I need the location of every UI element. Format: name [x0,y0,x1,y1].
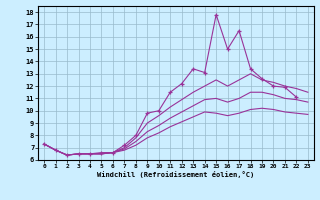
X-axis label: Windchill (Refroidissement éolien,°C): Windchill (Refroidissement éolien,°C) [97,171,255,178]
